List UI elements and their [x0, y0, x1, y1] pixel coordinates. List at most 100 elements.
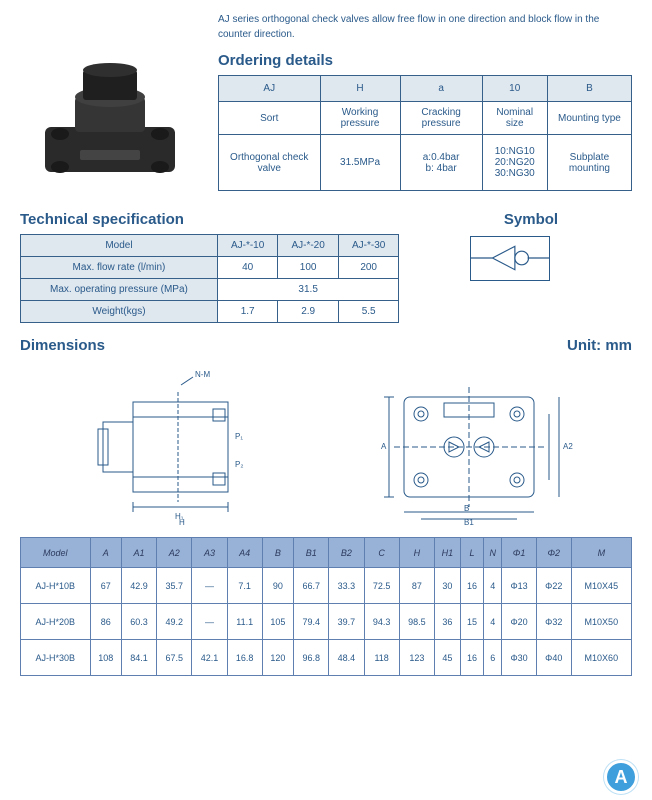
dims-c: 48.4 [329, 640, 364, 676]
dims-c: 96.8 [294, 640, 329, 676]
dims-c: Φ32 [536, 604, 571, 640]
dims-c: 11.1 [227, 604, 262, 640]
tech-r0-v1: 100 [278, 257, 339, 279]
tech-r2-v1: 2.9 [278, 301, 339, 323]
ordering-sub-4: Mounting type [547, 102, 631, 135]
dims-c: 39.7 [329, 604, 364, 640]
dims-c: 4 [484, 568, 502, 604]
ordering-sub-0: Sort [219, 102, 321, 135]
dims-c: 45 [434, 640, 460, 676]
dims-h-4: A3 [192, 538, 227, 568]
svg-text:B: B [464, 504, 469, 513]
check-valve-symbol-icon [471, 236, 549, 281]
dims-c: 33.3 [329, 568, 364, 604]
ordering-val-1: 31.5MPa [320, 135, 400, 191]
ordering-val-3: 10:NG10 20:NG20 30:NG30 [482, 135, 547, 191]
dims-h-0: Model [21, 538, 91, 568]
ordering-sub-3: Nominal size [482, 102, 547, 135]
dims-c: Φ22 [536, 568, 571, 604]
valve-icon [25, 52, 195, 192]
dims-h-6: B [262, 538, 293, 568]
dims-c: 84.1 [121, 640, 156, 676]
ordering-val-4: Subplate mounting [547, 135, 631, 191]
dims-h-13: N [484, 538, 502, 568]
dims-h-8: B2 [329, 538, 364, 568]
ordering-sub-2: Cracking pressure [400, 102, 482, 135]
tech-r2-v0: 1.7 [217, 301, 278, 323]
dims-c: 36 [434, 604, 460, 640]
dims-h-5: A4 [227, 538, 262, 568]
dims-c: 79.4 [294, 604, 329, 640]
dims-c: 30 [434, 568, 460, 604]
dims-c: 105 [262, 604, 293, 640]
ordering-col-1: H [320, 76, 400, 102]
dims-c: 67 [90, 568, 121, 604]
dims-h-10: H [399, 538, 434, 568]
dims-c: — [192, 568, 227, 604]
svg-text:A: A [381, 442, 387, 451]
dims-c: 120 [262, 640, 293, 676]
dims-row-0: AJ-H*10B6742.935.7—7.19066.733.372.58730… [21, 568, 632, 604]
dims-row-1: AJ-H*20B8660.349.2—11.110579.439.794.398… [21, 604, 632, 640]
dims-c: — [192, 604, 227, 640]
dims-c: 15 [460, 604, 483, 640]
ordering-col-2: a [400, 76, 482, 102]
dims-c: 123 [399, 640, 434, 676]
side-view-icon: N-M P₁ P₂ H₁ H [63, 367, 273, 527]
dims-h-16: M [571, 538, 631, 568]
tech-h-2: AJ-*-20 [278, 235, 339, 257]
dims-c: Φ30 [502, 640, 537, 676]
dims-c: 60.3 [121, 604, 156, 640]
ordering-col-4: B [547, 76, 631, 102]
dims-c: 16 [460, 640, 483, 676]
dims-c: 98.5 [399, 604, 434, 640]
svg-text:N-M: N-M [195, 370, 210, 379]
ordering-val-0: Orthogonal check valve [219, 135, 321, 191]
dims-h-12: L [460, 538, 483, 568]
dims-c: 16 [460, 568, 483, 604]
dims-h-9: C [364, 538, 399, 568]
dims-h-1: A [90, 538, 121, 568]
tech-h-1: AJ-*-10 [217, 235, 278, 257]
tech-h-0: Model [21, 235, 218, 257]
dims-h-2: A1 [121, 538, 156, 568]
ordering-heading: Ordering details [218, 52, 632, 69]
tech-r0-v0: 40 [217, 257, 278, 279]
dims-c: 7.1 [227, 568, 262, 604]
dims-c: 118 [364, 640, 399, 676]
dimension-drawing-side: N-M P₁ P₂ H₁ H [63, 364, 273, 529]
dims-c: M10X60 [571, 640, 631, 676]
svg-text:A2: A2 [563, 442, 573, 451]
tech-table: Model AJ-*-10 AJ-*-20 AJ-*-30 Max. flow … [20, 234, 399, 323]
ordering-sub-1: Working pressure [320, 102, 400, 135]
dims-c: M10X45 [571, 568, 631, 604]
dims-h-11: H1 [434, 538, 460, 568]
ordering-val-2: a:0.4bar b: 4bar [400, 135, 482, 191]
dims-row-2: AJ-H*30B10884.167.542.116.812096.848.411… [21, 640, 632, 676]
dims-c: 16.8 [227, 640, 262, 676]
dims-c: 108 [90, 640, 121, 676]
tech-r0-label: Max. flow rate (l/min) [21, 257, 218, 279]
tech-h-3: AJ-*-30 [338, 235, 399, 257]
dimensions-heading: Dimensions [20, 337, 105, 354]
dims-c: AJ-H*30B [21, 640, 91, 676]
dims-c: 66.7 [294, 568, 329, 604]
dims-h-14: Φ1 [502, 538, 537, 568]
dims-c: AJ-H*20B [21, 604, 91, 640]
symbol-diagram [470, 236, 550, 281]
dims-c: Φ20 [502, 604, 537, 640]
dims-c: M10X50 [571, 604, 631, 640]
dimension-drawing-top: A A2 B1 B [359, 364, 589, 529]
tech-r2-label: Weight(kgs) [21, 301, 218, 323]
dims-c: 94.3 [364, 604, 399, 640]
ordering-col-3: 10 [482, 76, 547, 102]
tech-heading: Technical specification [20, 211, 399, 228]
intro-text: AJ series orthogonal check valves allow … [218, 12, 632, 42]
top-view-icon: A A2 B1 B [359, 367, 589, 527]
dims-c: 90 [262, 568, 293, 604]
dims-c: 6 [484, 640, 502, 676]
dims-c: 4 [484, 604, 502, 640]
product-image [20, 47, 200, 197]
dims-h-15: Φ2 [536, 538, 571, 568]
tech-r1-v0: 31.5 [217, 279, 399, 301]
